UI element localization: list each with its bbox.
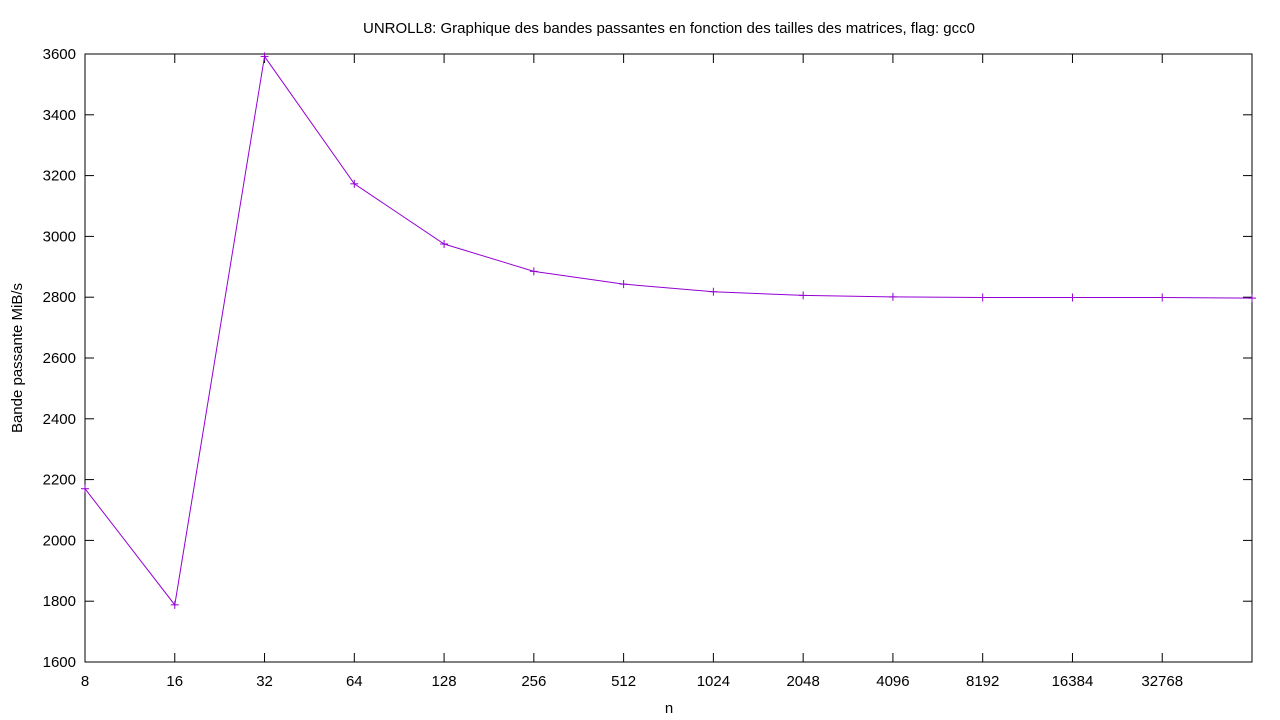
plot-frame — [84, 53, 1253, 663]
x-tick-label: 4096 — [876, 673, 909, 690]
x-tick-label: 32768 — [1141, 673, 1183, 690]
y-tick-label: 2200 — [43, 472, 76, 489]
data-point-marker — [260, 52, 269, 61]
x-tick-label: 8192 — [966, 673, 999, 690]
y-tick-label: 2400 — [43, 411, 76, 428]
data-point-marker — [350, 179, 359, 188]
x-tick-label: 512 — [611, 673, 636, 690]
y-tick-label: 3600 — [43, 46, 76, 63]
x-tick-label: 64 — [346, 673, 363, 690]
series-layer — [81, 52, 1256, 609]
y-axis-label: Bande passante MiB/s — [9, 283, 26, 433]
data-point-marker — [978, 293, 987, 302]
data-point-marker — [81, 484, 89, 493]
y-tick-label: 3200 — [43, 168, 76, 185]
data-point-marker — [888, 292, 897, 301]
data-point-marker — [799, 291, 808, 300]
x-axis: 8 16 32 64 128 256 512 1024 2048 4096 8192 16384 327… — [81, 54, 1183, 690]
data-point-marker — [529, 267, 538, 276]
y-tick-label: 1600 — [43, 654, 76, 671]
x-tick-label: 256 — [521, 673, 546, 690]
data-point-marker — [440, 240, 449, 248]
y-tick-label: 3400 — [43, 107, 76, 124]
x-tick-label: 8 — [81, 673, 89, 690]
data-point-marker — [1248, 294, 1256, 303]
y-tick-label: 1800 — [43, 593, 76, 610]
chart-title: UNROLL8: Graphique des bandes passantes … — [363, 20, 975, 37]
data-point-marker — [1068, 293, 1077, 302]
x-tick-label: 1024 — [697, 673, 730, 690]
y-tick-label: 2800 — [43, 289, 76, 306]
x-tick-label: 16384 — [1052, 673, 1094, 690]
series-line — [84, 55, 1253, 607]
data-point-marker — [170, 600, 179, 609]
data-point-marker — [1158, 293, 1167, 302]
y-tick-label: 2000 — [43, 532, 76, 549]
y-tick-label: 2600 — [43, 350, 76, 367]
x-tick-label: 16 — [166, 673, 183, 690]
x-tick-label: 32 — [256, 673, 273, 690]
x-axis-label: n — [665, 700, 673, 717]
x-tick-label: 128 — [432, 673, 457, 690]
y-tick-label: 3000 — [43, 228, 76, 245]
data-point-marker — [619, 280, 628, 289]
y-axis: 1600 1800 2000 2200 2400 2600 2800 3000 3200 3400… — [43, 46, 1252, 671]
x-tick-label: 2048 — [786, 673, 819, 690]
data-point-marker — [709, 287, 718, 296]
